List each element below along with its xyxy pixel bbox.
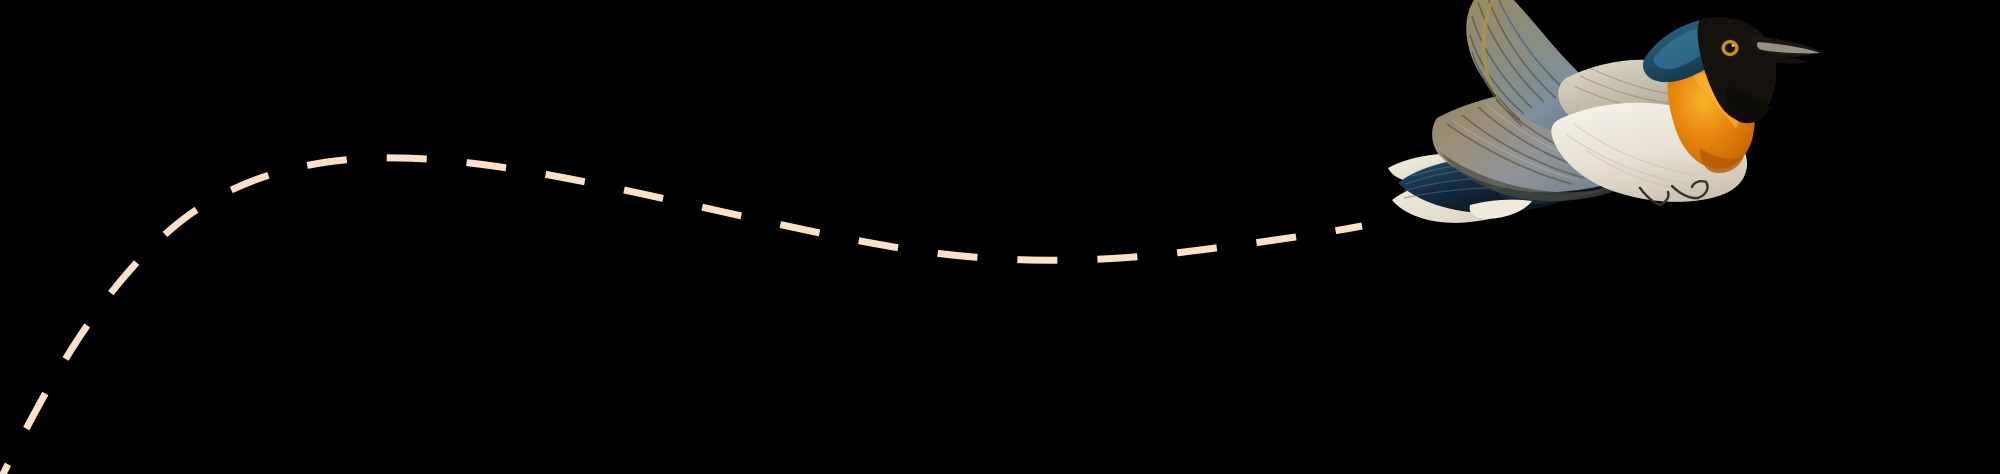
- eye: [1721, 40, 1739, 56]
- upper-wing-feather-lines: [1469, 0, 1571, 127]
- mask-lower: [1726, 86, 1770, 124]
- trail-dashed-curve: [0, 154, 1363, 474]
- beak-lower: [1748, 50, 1810, 64]
- foot-left: [1638, 186, 1662, 207]
- lower-wing-trailing-edge: [1440, 152, 1652, 202]
- foot-left-toe: [1658, 190, 1670, 207]
- foot-right-claw: [1690, 180, 1708, 189]
- throat-shadow: [1700, 148, 1744, 174]
- eye-glint: [1731, 44, 1735, 47]
- foot-right-toe: [1696, 180, 1709, 200]
- tail-white-notch-b: [1469, 199, 1532, 219]
- head: [1642, 17, 1822, 124]
- flight-path-trail: [0, 154, 1363, 474]
- beak-highlight: [1757, 42, 1820, 54]
- belly-shading: [1565, 123, 1697, 193]
- barn-swallow: [1388, 0, 1822, 223]
- feet: [1638, 180, 1709, 207]
- foot-right: [1670, 184, 1700, 200]
